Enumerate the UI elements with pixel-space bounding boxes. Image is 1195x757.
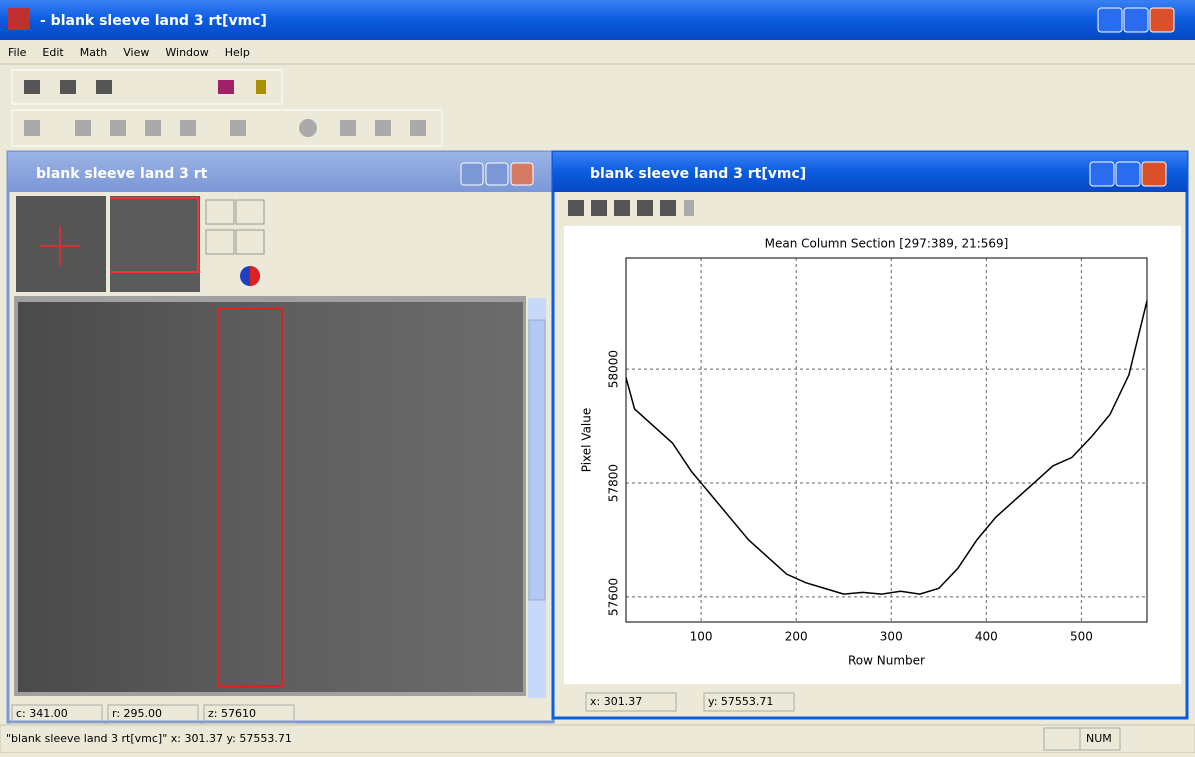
menu-item[interactable]: Edit	[42, 46, 64, 59]
y-tick-label: 57800	[607, 464, 621, 502]
app-title: - blank sleeve land 3 rt[vmc]	[40, 13, 267, 29]
plot-window-title-bar	[553, 152, 1187, 192]
plot-status: x: 301.37 y: 57553.71	[585, 692, 795, 712]
status-panel	[203, 704, 295, 724]
coordinate-readout: z: 57610	[208, 707, 256, 720]
plot-window-title: blank sleeve land 3 rt[vmc]	[590, 166, 806, 182]
x-axis-label: Row Number	[848, 654, 925, 668]
status-bar	[0, 724, 1195, 754]
data-line	[625, 300, 1148, 595]
coordinate-readout: r: 295.00	[112, 707, 162, 720]
status-panel	[703, 692, 795, 712]
status-panel	[11, 704, 103, 724]
x-tick-label: 200	[785, 630, 808, 644]
scroll-thumb[interactable]	[528, 319, 546, 601]
status-panel	[1079, 727, 1121, 751]
menu-item[interactable]: Math	[80, 46, 108, 59]
app-icon	[8, 8, 30, 30]
plot-window-controls[interactable]	[1089, 161, 1167, 187]
menu-item[interactable]: Help	[225, 46, 250, 59]
image	[18, 302, 523, 692]
coordinate-readout: x: 301.37	[590, 695, 642, 708]
status-text: "blank sleeve land 3 rt[vmc]" x: 301.37 …	[6, 732, 292, 745]
status-panel	[107, 704, 199, 724]
menu-item[interactable]: Window	[165, 46, 208, 59]
coordinate-readout: y: 57553.71	[708, 695, 773, 708]
chart: Mean Column Section [297:389, 21:569] 100…	[580, 237, 1148, 668]
image-tools[interactable]	[205, 199, 265, 286]
selection-box	[218, 308, 283, 687]
image-window-controls[interactable]	[460, 162, 534, 186]
window-controls[interactable]	[1097, 7, 1175, 33]
coordinate-readout: c: 341.00	[16, 707, 68, 720]
thumbnail	[110, 196, 200, 292]
status-panel	[585, 692, 677, 712]
menu-item[interactable]: File	[8, 46, 27, 59]
image-status: c: 341.00 r: 295.00 z: 57610	[11, 704, 295, 724]
title-bar	[0, 0, 1195, 40]
num-indicator: NUM	[1086, 732, 1112, 745]
x-tick-label: 500	[1070, 630, 1093, 644]
plot-tools[interactable]	[568, 200, 694, 216]
x-tick-label: 300	[880, 630, 903, 644]
x-tick-label: 400	[975, 630, 998, 644]
y-axis-label: Pixel Value	[580, 408, 594, 473]
x-tick-label: 100	[690, 630, 713, 644]
plot-background	[564, 226, 1181, 684]
crosshair	[40, 226, 80, 266]
toolbar	[11, 69, 443, 147]
y-tick-label: 58000	[607, 350, 621, 388]
y-tick-label: 57600	[607, 578, 621, 616]
image-window-title: blank sleeve land 3 rt	[36, 166, 208, 182]
thumbnail-box	[110, 197, 199, 273]
chart-title: Mean Column Section [297:389, 21:569]	[765, 237, 1009, 251]
menu-bar: File Edit Math View Window Help	[8, 46, 250, 59]
plot-frame	[625, 257, 1148, 623]
menu-item[interactable]: View	[123, 46, 149, 59]
